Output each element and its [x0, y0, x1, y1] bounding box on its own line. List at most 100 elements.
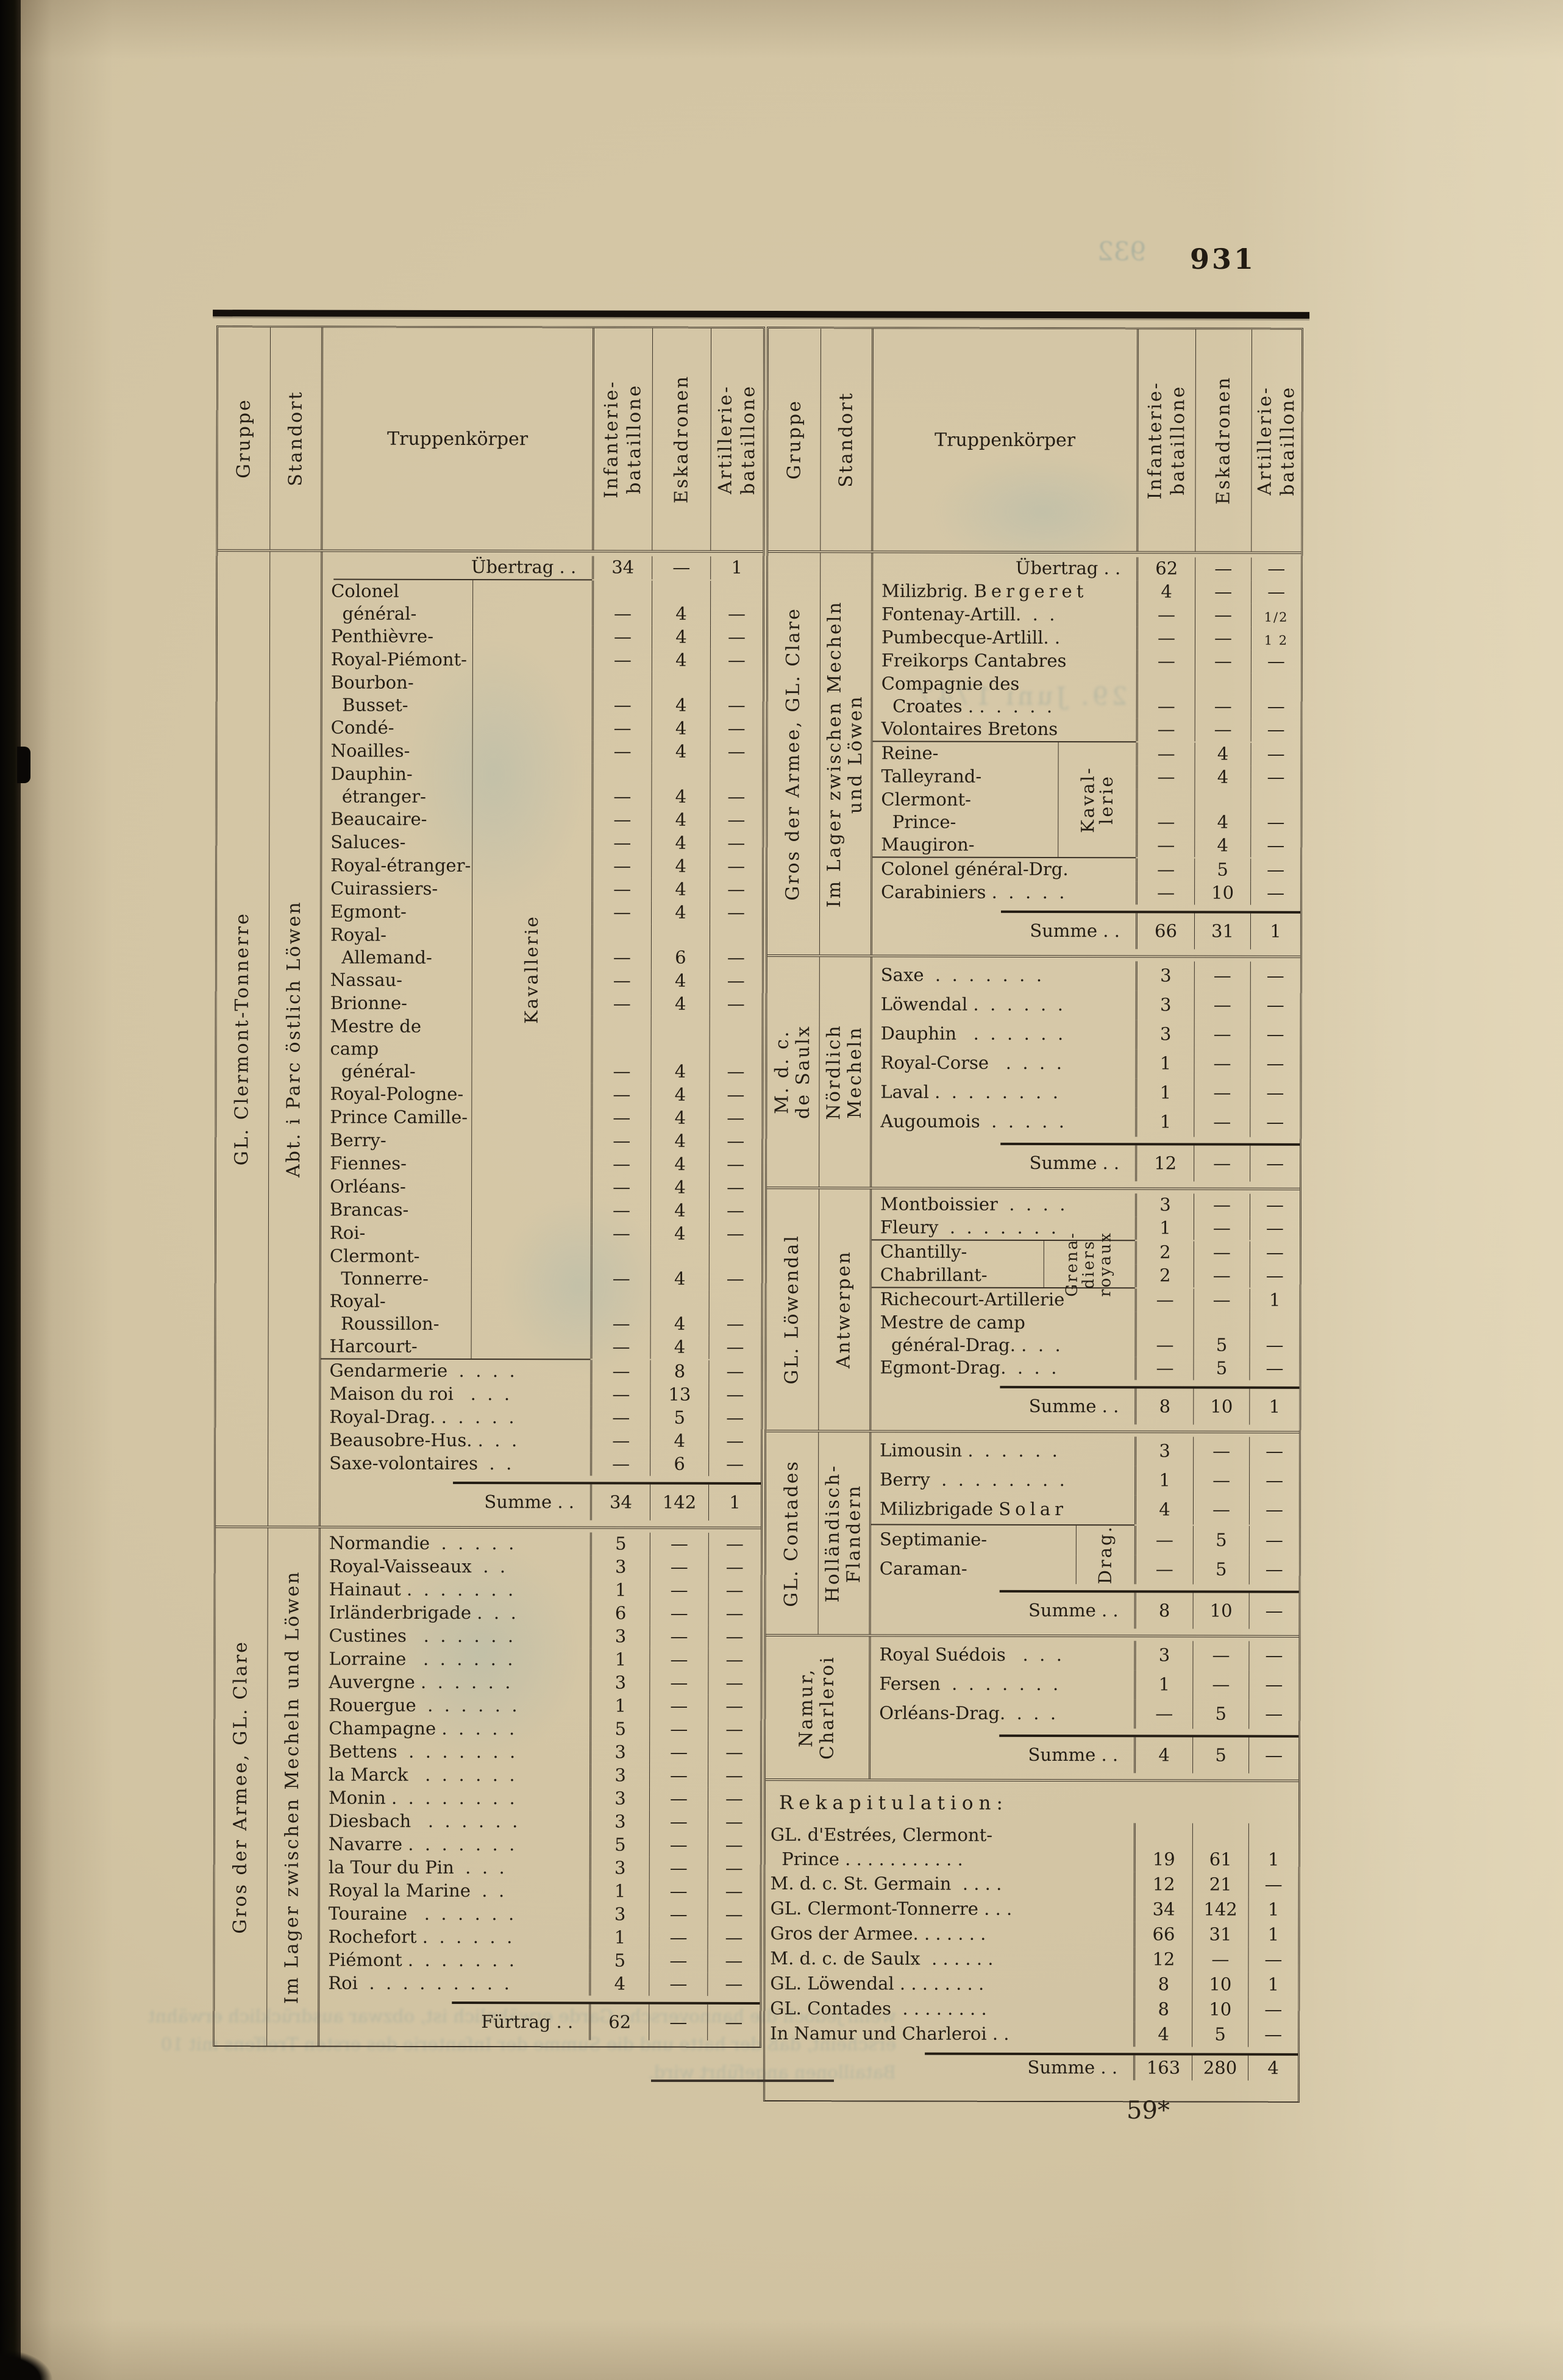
table-row: Beausobre-Hus. . . . —4— [321, 1429, 761, 1454]
table-row: Berry . . . . . . . . 1— — [871, 1465, 1300, 1496]
value-cell: — [710, 878, 763, 902]
header-gruppe: Gruppe [768, 329, 822, 551]
value-cell: 34 [589, 1484, 650, 1521]
regiment-name: Roi . . . . . . . . . [328, 1972, 510, 1994]
value-cell: — [591, 1153, 651, 1176]
regiment-name: Freikorps Cantabres [881, 650, 1067, 672]
value-cell: 6 [650, 1452, 709, 1476]
value-cell: 1 2 [1250, 627, 1301, 650]
value-cell: — [649, 1787, 708, 1811]
regiment-name: GL. Clermont-Tonnerre . . . [770, 1898, 1013, 1919]
value-cell: 4 [1134, 1495, 1194, 1525]
regiment-name: Bettens . . . . . . . [329, 1741, 516, 1763]
header-standort: Standort [821, 329, 874, 551]
value-cell: 3 [589, 1671, 650, 1695]
value-cell: 4 [650, 1129, 710, 1153]
value-cell: — [1249, 1437, 1300, 1466]
value-cell: — [1250, 1049, 1300, 1079]
regiment-name: Limousin . . . . . . [880, 1440, 1058, 1462]
value-cell: — [707, 1926, 760, 1950]
value-cell: 19 [1133, 1823, 1192, 1872]
value-cell: — [708, 1199, 762, 1223]
value-cell: — [709, 1015, 762, 1084]
signature-mark: 59* [1127, 2097, 1170, 2125]
table-row: Rochefort . . . . . . 1— — [319, 1925, 760, 1950]
value-cell: 61 [1192, 1823, 1248, 1872]
regiment-name: Summe . . [484, 1491, 575, 1513]
summe-block: Summe . . 163 280 4 [765, 2052, 1298, 2081]
table-row: Saxe . . . . . . . 3— — [872, 961, 1300, 991]
value-cell: 280 [1192, 2055, 1248, 2081]
value-cell: — [1250, 1107, 1300, 1137]
value-cell: 4 [1136, 580, 1195, 604]
regiment-name: Cuirassiers- [330, 878, 438, 899]
brace-label-text: Kavallerie [521, 915, 542, 1025]
value-cell: — [1250, 1078, 1300, 1108]
brace-label: Kavallerie [471, 580, 593, 1359]
regiment-name: Saxe . . . . . . . [880, 964, 1042, 986]
table-row: Monin . . . . . . . . 3— — [320, 1786, 761, 1811]
table-row: Pumbecque-Artlill. . — —1 2 [873, 626, 1301, 650]
value-cell: 3 [589, 1810, 649, 1834]
rekapitulation-title: Rekapitulation: [778, 1792, 1008, 1814]
standort-cell: Abt. i Parc östlich Löwen [268, 552, 323, 1526]
regiment-name: Mestre de camp général-Drag. . . . [880, 1312, 1061, 1356]
gruppe-standort-cell: Namur, Charleroi [766, 1636, 871, 1779]
value-cell: 4 [651, 763, 710, 809]
value-cell: — [708, 1429, 761, 1454]
regiment-name: Royal- Allemand- [330, 924, 432, 968]
value-cell: — [591, 878, 652, 901]
rotated-label-text: Namur, Charleroi [796, 1655, 838, 1760]
header-infanterie: Infanterie- bataillone [1136, 329, 1196, 552]
value-cell: 13 [650, 1383, 709, 1407]
value-cell: — [591, 625, 652, 649]
value-cell: 31 [1192, 1922, 1248, 1947]
value-cell: 5 [1192, 1699, 1249, 1729]
rotated-label-text: Nördlich Mecheln [823, 1024, 866, 1120]
spaced-name: Solar [999, 1498, 1068, 1520]
table-row: Maison du roi . . . —13— [321, 1382, 761, 1407]
header-infanterie: Infanterie- bataillone [592, 328, 653, 550]
value-cell: — [1194, 1020, 1250, 1050]
value-cell: — [1249, 1217, 1300, 1240]
value-cell: — [1194, 627, 1251, 650]
brace-group: Chantilly- 2— — Chabrillant- 2— — Grena- diers… [872, 1231, 1300, 1297]
value-cell: 142 [649, 1484, 709, 1521]
value-cell: 12 [1135, 1145, 1194, 1182]
value-cell: — [1136, 789, 1195, 834]
regiment-name: Milizbrigade Solar [879, 1498, 1068, 1520]
value-cell: — [1248, 1947, 1298, 1972]
regiment-name: Rouergue . . . . . . [329, 1694, 518, 1716]
header-truppenkoerper: Truppenkörper [322, 327, 593, 550]
rotated-label-text: GL. Contades [780, 1459, 803, 1607]
regiment-name: Caraman- [879, 1558, 967, 1579]
table-row: In Namur und Charleroi . . 4 5— [765, 2021, 1298, 2047]
regiment-name: Berry- [330, 1129, 386, 1151]
regiment-name: Saluces- [330, 831, 406, 853]
standort-cell: Nördlich Mecheln [819, 957, 872, 1187]
table-row: Milizbrigade Solar 4— — [871, 1494, 1300, 1525]
spaced-name: Bergeret [974, 580, 1088, 602]
value-cell: 8 [1134, 1593, 1193, 1629]
section-loewendal: GL. Löwendal Antwerpen Montboissier . . . … [766, 1189, 1300, 1433]
value-cell: 1 [1248, 1972, 1298, 1997]
value-cell: 4 [651, 854, 710, 878]
regiment-name: Colonel général-Drg. [881, 858, 1069, 880]
summe-block: Summe . . 66 31 1 [872, 910, 1301, 950]
value-cell: — [710, 763, 763, 809]
value-cell: 1 [1248, 1922, 1298, 1947]
value-cell: — [1250, 766, 1301, 789]
value-cell: — [590, 1199, 651, 1223]
value-cell: — [590, 1335, 650, 1359]
regiment-name: GL. Contades . . . . . . . . [770, 1998, 987, 2019]
value-cell: — [1136, 742, 1195, 766]
table-row: Limousin . . . . . . 3— — [871, 1436, 1300, 1466]
value-cell: — [1192, 1495, 1250, 1525]
value-cell: — [1136, 650, 1195, 673]
header-standort: Standort [270, 327, 324, 550]
table-row: Bettens . . . . . . . 3— — [320, 1740, 761, 1765]
value-cell: 5 [589, 1949, 649, 1973]
value-cell: — [708, 1383, 761, 1407]
value-cell: 4 [650, 1222, 709, 1246]
value-cell: 1 [1248, 1823, 1298, 1872]
